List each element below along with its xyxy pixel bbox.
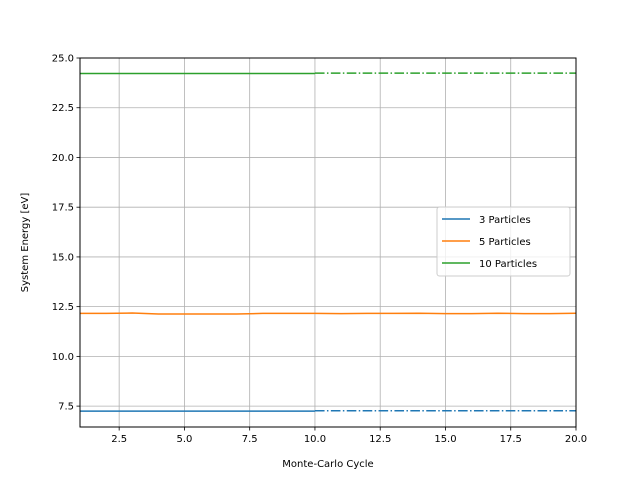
- x-tick-label: 10.0: [304, 434, 326, 445]
- y-tick-label: 15.0: [52, 252, 74, 263]
- series-group: [80, 72, 577, 412]
- y-tick-label: 17.5: [52, 203, 74, 214]
- axis-ticks: 2.5 5.0 7.5 10.0 12.5 15.0 17.5 20.0 7.5 10.0 12.5…: [52, 54, 587, 446]
- y-tick-label: 12.5: [52, 302, 74, 313]
- series-line-2: [80, 312, 577, 315]
- x-axis-label: Monte-Carlo Cycle: [282, 459, 373, 470]
- x-tick-label: 17.5: [500, 434, 522, 445]
- y-tick-label: 20.0: [52, 153, 74, 164]
- y-axis-label: System Energy [eV]: [20, 193, 31, 293]
- y-tick-label: 22.5: [52, 103, 74, 114]
- legend-box: [436, 206, 571, 277]
- legend-label: 5 Particles: [479, 237, 531, 248]
- x-tick-label: 2.5: [111, 434, 127, 445]
- legend-label: 3 Particles: [479, 215, 531, 226]
- legend: 3 Particles 5 Particles 10 Particles: [436, 206, 571, 277]
- x-tick-label: 15.0: [434, 434, 456, 445]
- plot-frame: [79, 57, 577, 428]
- legend-label: 10 Particles: [479, 259, 537, 270]
- y-tick-label: 7.5: [58, 402, 74, 413]
- y-tick-label: 25.0: [52, 54, 74, 65]
- x-tick-label: 20.0: [565, 434, 587, 445]
- y-tick-label: 10.0: [52, 352, 74, 363]
- x-tick-label: 5.0: [176, 434, 192, 445]
- x-tick-label: 12.5: [369, 434, 391, 445]
- x-tick-label: 7.5: [242, 434, 258, 445]
